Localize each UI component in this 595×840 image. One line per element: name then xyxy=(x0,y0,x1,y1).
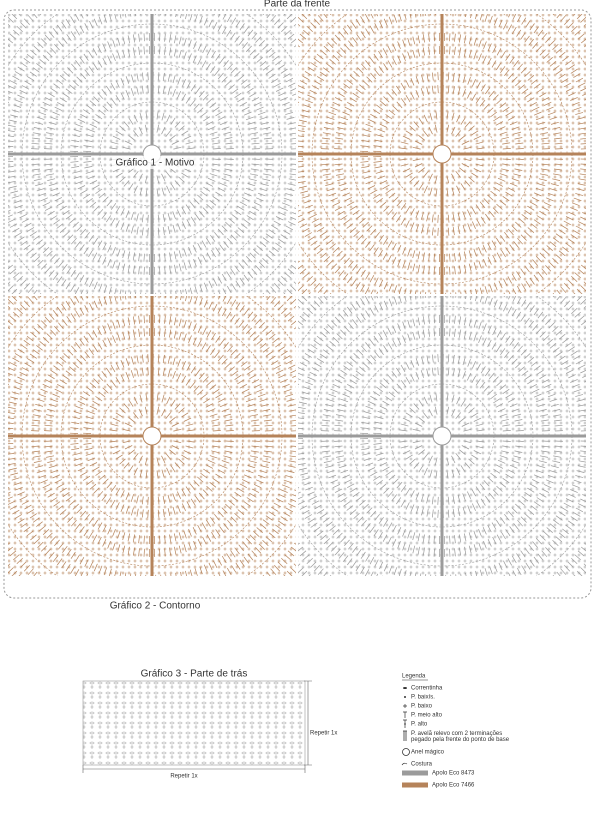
motif xyxy=(298,296,586,576)
stitch-ring xyxy=(8,296,296,576)
legend-icon xyxy=(402,748,410,756)
outline-border xyxy=(3,9,592,599)
repeat-right: Repetir 1x xyxy=(310,731,337,737)
legend-label: Correntinha xyxy=(411,686,443,692)
magic-ring xyxy=(142,426,162,446)
yarn-swatch xyxy=(402,782,428,788)
legend-icon xyxy=(401,762,408,766)
legend-label: P. baixo xyxy=(411,704,433,710)
legend-label: P. meio alto xyxy=(411,713,443,719)
stitch-ring xyxy=(298,296,586,576)
magic-ring xyxy=(432,144,452,164)
legend-line: pegado pela frente do ponto de base xyxy=(411,737,510,743)
legend-icon xyxy=(404,696,406,698)
legend-icon xyxy=(403,711,407,718)
motif xyxy=(8,14,296,294)
legend-line: P. avelã relevo com 2 terminações xyxy=(411,731,502,737)
label-bg xyxy=(112,156,198,169)
front-title: Parte da frente xyxy=(264,0,331,10)
legend-label: Apolo Eco 8473 xyxy=(432,771,475,777)
magic-ring xyxy=(432,426,452,446)
legend-title: Legenda xyxy=(402,674,426,680)
stitch-ring xyxy=(298,296,586,576)
legend-icon xyxy=(403,687,407,689)
stitch-ring xyxy=(8,296,296,576)
legend: Correntinha P. baixís. P. baixo P. meio alt… xyxy=(401,686,510,789)
legend-label: Anel mágico xyxy=(411,750,445,756)
front-chart xyxy=(8,14,586,576)
legend-icon xyxy=(403,730,407,741)
yarn-swatch xyxy=(402,770,428,776)
legend-label: P. alto xyxy=(411,722,428,728)
chart3-title: Gráfico 3 - Parte de trás xyxy=(141,669,248,680)
back-chart xyxy=(82,680,306,766)
legend-icon xyxy=(403,719,407,728)
motif xyxy=(8,296,296,576)
legend-icon xyxy=(403,704,407,708)
legend-label: P. baixís. xyxy=(411,695,435,701)
chart2-label: Gráfico 2 - Contorno xyxy=(110,601,201,612)
legend-label: Costura xyxy=(411,762,433,768)
chart1-label: Gráfico 1 - Motivo xyxy=(116,158,195,169)
repeat-bottom: Repetir 1x xyxy=(170,774,197,780)
repeat-brackets xyxy=(82,680,312,773)
legend-label: P. avelã relevo com 2 terminações pegado … xyxy=(411,731,510,743)
legend-label: Apolo Eco 7466 xyxy=(432,783,475,789)
stitch-ring xyxy=(8,14,296,294)
stitch-ring xyxy=(8,14,296,294)
stitch-ring xyxy=(298,14,586,294)
motif xyxy=(298,14,586,294)
stitch-ring xyxy=(298,14,586,294)
